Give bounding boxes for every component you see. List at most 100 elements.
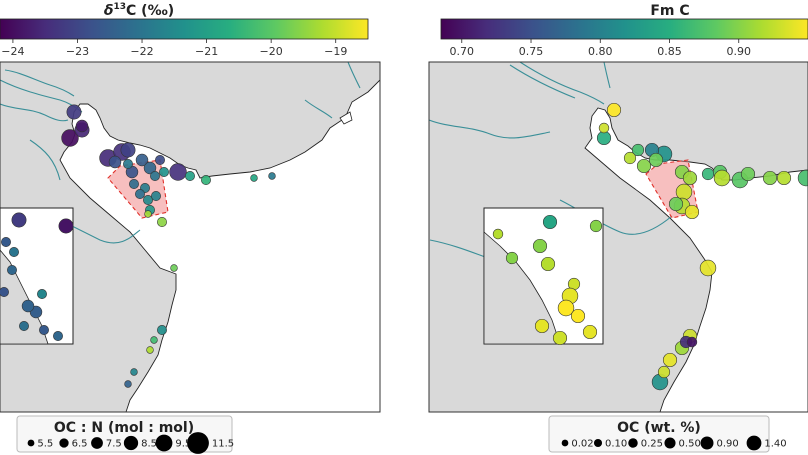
left-colorbar-gradient xyxy=(0,18,369,40)
colorbar-tick-label: −22 xyxy=(130,45,153,58)
legend-label: 0.50 xyxy=(679,439,701,450)
right-inset-points xyxy=(492,214,603,346)
inset-data-point xyxy=(21,299,35,313)
data-point xyxy=(75,119,89,133)
legend-label: 1.40 xyxy=(764,439,786,450)
data-point xyxy=(144,210,152,218)
left-inset xyxy=(0,207,74,345)
legend-marker xyxy=(664,437,676,449)
data-point xyxy=(657,365,671,379)
colorbar-tick-label: −23 xyxy=(66,45,89,58)
legend-marker xyxy=(59,438,69,448)
data-point xyxy=(684,204,700,220)
inset-data-point xyxy=(37,289,47,299)
legend-marker xyxy=(91,437,103,449)
inset-data-point xyxy=(7,265,17,275)
data-point xyxy=(668,196,684,212)
left-panel: δ13C (‰) −24 −23 −22 −21 −20 −19 xyxy=(0,2,381,454)
data-point xyxy=(682,170,698,186)
data-point xyxy=(146,346,154,354)
colorbar-tick-label: −21 xyxy=(195,45,218,58)
inset-data-point xyxy=(58,218,74,234)
legend-marker xyxy=(628,438,638,448)
data-point xyxy=(776,170,792,186)
data-point xyxy=(151,191,161,201)
data-point xyxy=(201,175,211,185)
left-colorbar: δ13C (‰) −24 −23 −22 −21 −20 −19 xyxy=(0,2,369,58)
data-point xyxy=(124,380,132,388)
inset-data-point xyxy=(53,331,63,341)
right-points xyxy=(596,102,808,391)
data-point xyxy=(686,336,698,348)
right-map-frame xyxy=(428,61,808,413)
colorbar-tick-label: −24 xyxy=(1,45,24,58)
right-colorbar: Fm C 0.70 0.75 0.80 0.85 0.90 xyxy=(440,3,808,58)
legend-marker xyxy=(27,439,35,447)
legend-label: 8.5 xyxy=(141,439,157,450)
data-point xyxy=(598,122,610,134)
left-colorbar-ticks: −24 −23 −22 −21 −20 −19 xyxy=(1,39,347,58)
inset-data-point xyxy=(540,256,556,272)
inset-data-point xyxy=(11,212,27,228)
inset-data-point xyxy=(0,287,9,297)
colorbar-tick-label: 0.80 xyxy=(588,45,613,58)
data-point xyxy=(713,169,731,187)
inset-data-point xyxy=(1,237,11,247)
right-inset xyxy=(483,207,604,346)
inset-data-point xyxy=(9,247,19,257)
data-point xyxy=(135,153,149,167)
legend-label: 0.10 xyxy=(605,439,627,450)
data-point xyxy=(631,143,645,157)
inset-data-point xyxy=(570,308,586,324)
left-legend-entries: 5.5 6.5 7.5 8.5 9.5 11.5 xyxy=(27,432,234,454)
data-point xyxy=(155,155,165,165)
legend-label: 0.25 xyxy=(641,439,663,450)
data-point xyxy=(662,352,678,368)
data-point xyxy=(143,195,153,205)
left-landmass xyxy=(0,62,380,412)
data-point xyxy=(150,336,158,344)
colorbar-tick-label: 0.90 xyxy=(727,45,752,58)
right-legend-box xyxy=(548,415,770,453)
right-colorbar-title: Fm C xyxy=(650,3,689,19)
inset-data-point xyxy=(505,251,519,265)
legend-label: 11.5 xyxy=(212,439,234,450)
left-island xyxy=(339,111,353,125)
right-panel: Fm C 0.70 0.75 0.80 0.85 0.90 OC xyxy=(428,3,808,453)
legend-marker xyxy=(700,436,714,450)
data-point xyxy=(159,167,169,177)
data-point xyxy=(169,163,187,181)
inset-data-point xyxy=(492,228,504,240)
data-point xyxy=(130,368,138,376)
data-point xyxy=(150,171,160,181)
inset-data-point xyxy=(582,324,598,340)
data-point xyxy=(762,170,778,186)
legend-label: 6.5 xyxy=(72,439,88,450)
legend-marker xyxy=(187,432,209,454)
data-point xyxy=(120,142,136,158)
left-size-legend: OC : N (mol : mol) 5.5 6.5 7.5 8.5 9.5 11.5 xyxy=(16,415,234,454)
colorbar-tick-label: −20 xyxy=(260,45,283,58)
colorbar-tick-label: 0.70 xyxy=(450,45,475,58)
left-map-frame xyxy=(0,61,381,413)
right-legend-entries: 0.02 0.10 0.25 0.50 0.90 1.40 xyxy=(561,435,787,451)
right-colorbar-gradient xyxy=(440,18,808,40)
data-point xyxy=(701,167,715,181)
legend-marker xyxy=(746,435,762,451)
data-point xyxy=(636,158,652,174)
left-legend-title: OC : N (mol : mol) xyxy=(54,420,194,436)
right-inset-land xyxy=(483,231,561,345)
data-point xyxy=(61,129,79,147)
inset-data-point xyxy=(542,214,558,230)
data-point xyxy=(66,104,82,120)
legend-marker xyxy=(593,438,603,448)
left-colorbar-title: δ13C (‰) xyxy=(104,2,174,19)
data-point xyxy=(135,189,145,199)
data-point xyxy=(170,264,178,272)
data-point xyxy=(596,130,612,146)
inset-data-point xyxy=(532,238,548,254)
inset-data-point xyxy=(557,299,575,317)
legend-label: 0.02 xyxy=(571,439,593,450)
inset-data-point xyxy=(19,321,29,331)
left-legend-box xyxy=(16,415,233,453)
